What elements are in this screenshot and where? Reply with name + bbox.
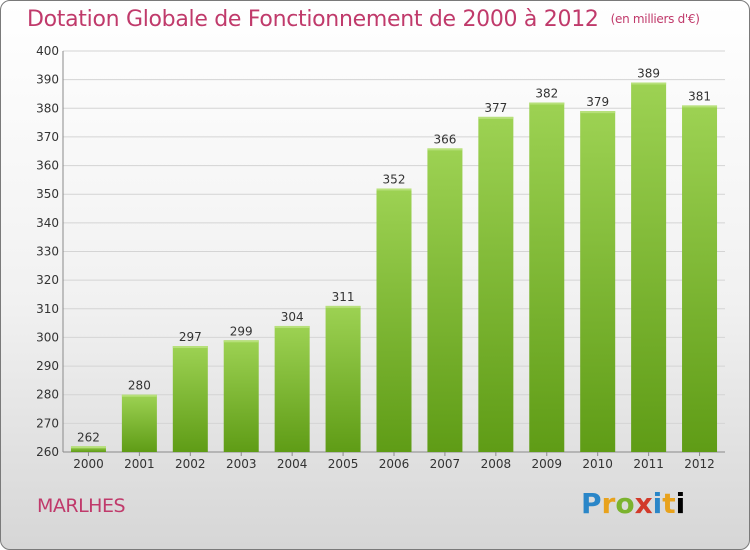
x-tick-label: 2006 (379, 457, 410, 471)
data-label: 299 (230, 324, 253, 338)
bar (223, 340, 259, 452)
data-label: 381 (688, 89, 711, 103)
data-label: 379 (586, 95, 609, 109)
y-tick-label: 400 (36, 44, 59, 58)
bar-highlight (70, 446, 106, 449)
bar-highlight (274, 325, 310, 328)
data-label: 377 (484, 101, 507, 115)
y-tick-label: 340 (36, 216, 59, 230)
data-label: 262 (77, 430, 100, 444)
y-tick-label: 390 (36, 73, 59, 87)
bar-highlight (631, 82, 667, 85)
bar (580, 111, 616, 453)
bar (427, 148, 463, 452)
y-tick-label: 320 (36, 273, 59, 287)
bar-highlight (478, 116, 514, 119)
x-tick-label: 2001 (124, 457, 155, 471)
x-tick-label: 2008 (481, 457, 512, 471)
y-tick-label: 380 (36, 101, 59, 115)
bar (274, 325, 310, 452)
y-tick-label: 370 (36, 130, 59, 144)
chart-subtitle: (en milliers d'€) (610, 12, 700, 26)
chart-title-text: Dotation Globale de Fonctionnement de 20… (27, 7, 599, 32)
x-tick-label: 2011 (633, 457, 664, 471)
chart-title: Dotation Globale de Fonctionnement de 20… (27, 7, 700, 32)
x-tick-label: 2003 (226, 457, 257, 471)
bar-highlight (682, 105, 718, 108)
x-tick-label: 2000 (73, 457, 104, 471)
bar-highlight (376, 188, 412, 191)
data-label: 389 (637, 67, 660, 81)
bar-highlight (427, 148, 463, 151)
data-label: 280 (128, 379, 151, 393)
bar-highlight (172, 346, 208, 349)
x-tick-label: 2007 (430, 457, 461, 471)
bar-highlight (580, 111, 616, 114)
bar (121, 394, 157, 452)
data-label: 366 (433, 132, 456, 146)
y-tick-label: 330 (36, 245, 59, 259)
x-tick-label: 2009 (531, 457, 562, 471)
proxiti-logo: Proxiti (581, 487, 686, 520)
y-tick-label: 300 (36, 330, 59, 344)
y-tick-label: 280 (36, 388, 59, 402)
x-tick-label: 2004 (277, 457, 308, 471)
y-tick-label: 290 (36, 359, 59, 373)
y-tick-label: 360 (36, 159, 59, 173)
bar (376, 188, 412, 452)
commune-name: MARLHES (37, 495, 126, 517)
bar (70, 446, 106, 452)
y-tick-label: 350 (36, 187, 59, 201)
bar (529, 102, 565, 453)
bar (631, 82, 667, 452)
data-label: 382 (535, 87, 558, 101)
bar-highlight (529, 102, 565, 105)
x-tick-label: 2005 (328, 457, 359, 471)
bar-highlight (223, 340, 259, 343)
bar-highlight (325, 305, 361, 308)
x-tick-label: 2002 (175, 457, 206, 471)
bar (172, 346, 208, 452)
bar-highlight (121, 394, 157, 397)
data-label: 304 (281, 310, 304, 324)
y-tick-label: 310 (36, 302, 59, 316)
data-label: 311 (332, 290, 355, 304)
bar (478, 116, 514, 452)
data-label: 297 (179, 330, 202, 344)
y-tick-label: 270 (36, 416, 59, 430)
y-tick-label: 260 (36, 445, 59, 459)
bar (325, 305, 361, 452)
data-label: 352 (383, 172, 406, 186)
x-tick-label: 2010 (582, 457, 613, 471)
bar (682, 105, 718, 453)
x-tick-label: 2012 (684, 457, 715, 471)
